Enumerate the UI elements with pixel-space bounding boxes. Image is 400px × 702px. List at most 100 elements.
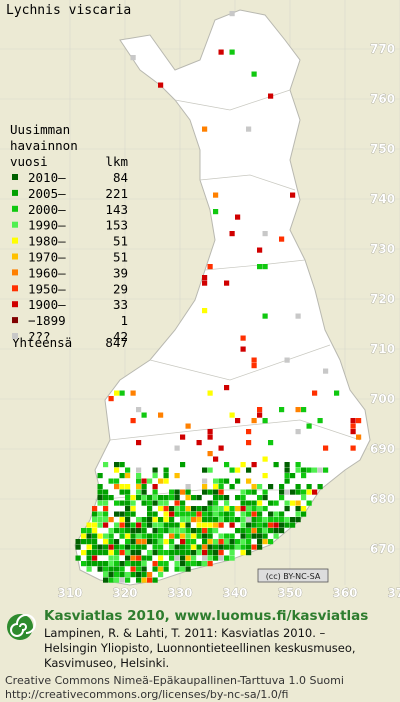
- observation-square: [103, 511, 109, 517]
- observation-square: [174, 506, 180, 512]
- observation-square: [158, 561, 164, 567]
- legend-swatch: [12, 221, 18, 228]
- legend-swatch: [12, 333, 18, 339]
- observation-square: [356, 418, 362, 424]
- observation-square: [279, 528, 285, 534]
- observation-square: [202, 561, 208, 567]
- observation-square: [240, 544, 246, 550]
- observation-square: [136, 528, 142, 534]
- observation-square: [268, 511, 274, 517]
- observation-square: [202, 539, 208, 545]
- observation-square: [103, 495, 109, 501]
- badge-text: (cc) BY-NC-SA: [266, 572, 321, 581]
- observation-square: [130, 418, 136, 424]
- observation-square: [174, 528, 180, 534]
- observation-square: [273, 511, 279, 517]
- observation-square: [185, 506, 191, 512]
- observation-square: [235, 418, 241, 424]
- observation-square: [246, 478, 252, 484]
- observation-square: [213, 555, 219, 561]
- observation-square: [295, 467, 301, 473]
- observation-square: [229, 533, 235, 539]
- observation-square: [240, 462, 246, 468]
- observation-square: [246, 500, 252, 506]
- legend-count: 153: [105, 218, 128, 233]
- observation-square: [240, 550, 246, 556]
- citation: Helsingin Yliopisto, Luonnontieteellinen…: [44, 641, 356, 655]
- observation-square: [213, 192, 219, 198]
- observation-square: [246, 539, 252, 545]
- observation-square: [163, 511, 169, 517]
- observation-square: [97, 550, 103, 556]
- observation-square: [108, 495, 114, 501]
- observation-square: [125, 550, 131, 556]
- observation-square: [130, 528, 136, 534]
- observation-square: [350, 423, 356, 429]
- observation-square: [229, 517, 235, 523]
- observation-square: [213, 517, 219, 523]
- observation-square: [147, 500, 153, 506]
- observation-square: [306, 489, 312, 495]
- observation-square: [136, 495, 142, 501]
- observation-square: [119, 550, 125, 556]
- observation-square: [125, 561, 131, 567]
- observation-square: [268, 528, 274, 534]
- observation-square: [163, 566, 169, 572]
- observation-square: [169, 555, 175, 561]
- observation-square: [207, 264, 213, 270]
- observation-square: [334, 390, 340, 396]
- observation-square: [152, 539, 158, 545]
- observation-square: [213, 506, 219, 512]
- observation-square: [125, 528, 131, 534]
- observation-square: [163, 495, 169, 501]
- observation-square: [158, 517, 164, 523]
- legend-swatch: [12, 189, 18, 196]
- observation-square: [229, 231, 235, 237]
- observation-square: [130, 572, 136, 578]
- observation-square: [119, 511, 125, 517]
- observation-square: [317, 467, 323, 473]
- observation-square: [119, 489, 125, 495]
- observation-square: [218, 555, 224, 561]
- legend-label: 1900–: [28, 297, 66, 312]
- observation-square: [251, 517, 257, 523]
- observation-square: [114, 544, 120, 550]
- observation-square: [174, 533, 180, 539]
- observation-square: [224, 500, 230, 506]
- observation-square: [114, 555, 120, 561]
- observation-square: [301, 467, 307, 473]
- legend: Uusimman havainnon vuosi lkm Yhteensä 84…: [10, 122, 128, 350]
- observation-square: [147, 550, 153, 556]
- observation-square: [163, 506, 169, 512]
- observation-square: [290, 473, 296, 479]
- observation-square: [141, 577, 147, 583]
- observation-square: [174, 522, 180, 528]
- observation-square: [180, 533, 186, 539]
- observation-square: [169, 528, 175, 534]
- observation-square: [284, 478, 290, 484]
- observation-square: [202, 126, 208, 132]
- observation-square: [279, 236, 285, 242]
- observation-square: [125, 506, 131, 512]
- observation-square: [202, 308, 208, 314]
- legend-count: 1: [120, 313, 128, 328]
- observation-square: [240, 495, 246, 501]
- observation-square: [163, 550, 169, 556]
- observation-square: [218, 517, 224, 523]
- observation-square: [185, 489, 191, 495]
- observation-square: [180, 517, 186, 523]
- observation-square: [290, 517, 296, 523]
- observation-square: [191, 561, 197, 567]
- observation-square: [284, 522, 290, 528]
- observation-square: [196, 561, 202, 567]
- observation-square: [158, 82, 164, 88]
- observation-square: [185, 544, 191, 550]
- observation-square: [185, 561, 191, 567]
- observation-square: [257, 528, 263, 534]
- observation-square: [119, 390, 125, 396]
- observation-square: [246, 440, 252, 446]
- observation-square: [224, 478, 230, 484]
- observation-square: [207, 550, 213, 556]
- observation-square: [240, 489, 246, 495]
- observation-square: [152, 522, 158, 528]
